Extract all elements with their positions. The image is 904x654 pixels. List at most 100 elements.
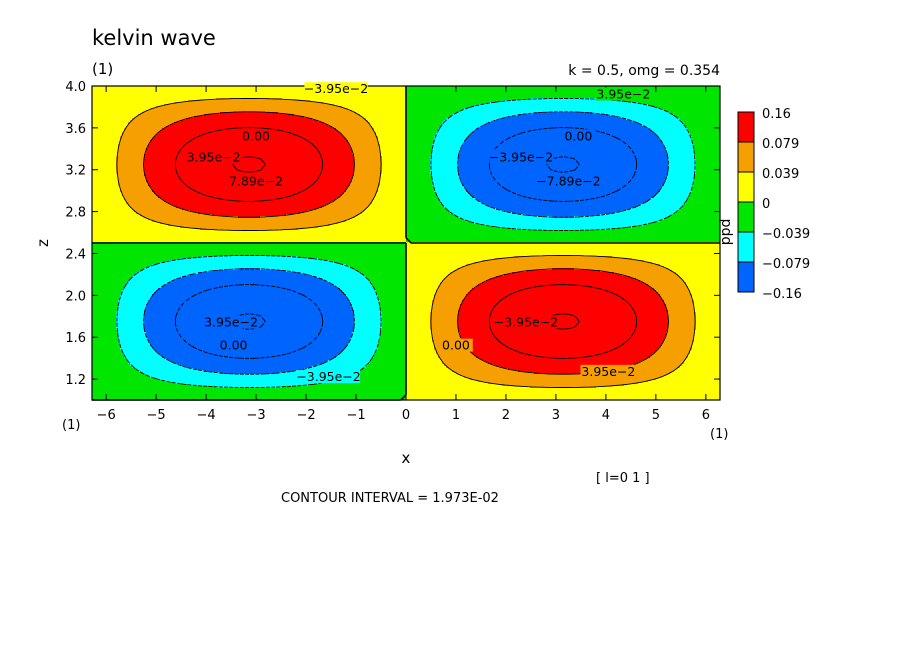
field-cell	[98, 130, 100, 132]
field-cell	[132, 204, 134, 206]
field-cell	[136, 92, 138, 94]
field-cell	[94, 172, 96, 174]
field-cell	[100, 366, 102, 368]
field-cell	[102, 290, 104, 292]
field-cell	[138, 384, 140, 386]
field-cell	[118, 166, 120, 168]
field-cell	[120, 338, 122, 340]
field-cell	[100, 172, 102, 174]
field-cell	[138, 130, 140, 132]
field-cell	[100, 380, 102, 382]
field-cell	[96, 292, 98, 294]
field-cell	[136, 98, 138, 100]
field-cell	[108, 366, 110, 368]
field-cell	[132, 100, 134, 102]
field-cell	[132, 134, 134, 136]
field-cell	[124, 298, 126, 300]
field-cell	[128, 146, 130, 148]
field-cell	[138, 148, 140, 150]
field-cell	[98, 170, 100, 172]
field-cell	[120, 100, 122, 102]
field-cell	[102, 118, 104, 120]
field-cell	[102, 288, 104, 290]
field-cell	[138, 244, 140, 246]
field-cell	[124, 176, 126, 178]
field-cell	[106, 298, 108, 300]
field-cell	[130, 288, 132, 290]
field-cell	[136, 170, 138, 172]
field-cell	[138, 328, 140, 330]
field-cell	[142, 196, 144, 198]
field-cell	[96, 198, 98, 200]
field-cell	[142, 232, 144, 234]
field-cell	[144, 204, 146, 206]
field-cell	[118, 376, 120, 378]
field-cell	[144, 146, 146, 148]
field-cell	[102, 370, 104, 372]
field-cell	[120, 288, 122, 290]
field-cell	[132, 376, 134, 378]
field-cell	[110, 192, 112, 194]
field-cell	[110, 130, 112, 132]
field-cell	[122, 336, 124, 338]
field-cell	[120, 316, 122, 318]
field-cell	[106, 362, 108, 364]
field-cell	[112, 132, 114, 134]
field-cell	[102, 150, 104, 152]
field-cell	[108, 320, 110, 322]
field-cell	[108, 204, 110, 206]
field-cell	[102, 138, 104, 140]
field-cell	[138, 346, 140, 348]
field-cell	[122, 214, 124, 216]
field-cell	[110, 170, 112, 172]
field-cell	[96, 296, 98, 298]
field-cell	[100, 304, 102, 306]
field-cell	[110, 146, 112, 148]
field-cell	[108, 228, 110, 230]
field-cell	[114, 374, 116, 376]
field-cell	[104, 306, 106, 308]
field-cell	[108, 180, 110, 182]
field-cell	[114, 166, 116, 168]
field-cell	[118, 348, 120, 350]
field-cell	[114, 384, 116, 386]
field-cell	[136, 286, 138, 288]
field-cell	[116, 300, 118, 302]
field-cell	[112, 272, 114, 274]
field-cell	[140, 386, 142, 388]
field-cell	[132, 280, 134, 282]
field-cell	[110, 280, 112, 282]
field-cell	[94, 238, 96, 240]
field-cell	[126, 310, 128, 312]
field-cell	[110, 366, 112, 368]
field-cell	[94, 174, 96, 176]
field-cell	[130, 168, 132, 170]
field-cell	[130, 130, 132, 132]
field-cell	[112, 294, 114, 296]
field-cell	[104, 194, 106, 196]
field-cell	[96, 220, 98, 222]
field-cell	[138, 340, 140, 342]
field-cell	[134, 226, 136, 228]
field-cell	[128, 156, 130, 158]
field-cell	[130, 178, 132, 180]
field-cell	[124, 214, 126, 216]
field-cell	[98, 264, 100, 266]
field-cell	[116, 92, 118, 94]
field-cell	[100, 88, 102, 90]
field-cell	[138, 378, 140, 380]
field-cell	[128, 392, 130, 394]
field-cell	[122, 342, 124, 344]
field-cell	[94, 362, 96, 364]
field-cell	[126, 152, 128, 154]
field-cell	[94, 146, 96, 148]
field-cell	[102, 278, 104, 280]
field-cell	[138, 296, 140, 298]
field-cell	[114, 312, 116, 314]
field-cell	[94, 276, 96, 278]
field-cell	[114, 334, 116, 336]
field-cell	[122, 306, 124, 308]
field-cell	[100, 240, 102, 242]
field-cell	[120, 244, 122, 246]
field-cell	[140, 142, 142, 144]
